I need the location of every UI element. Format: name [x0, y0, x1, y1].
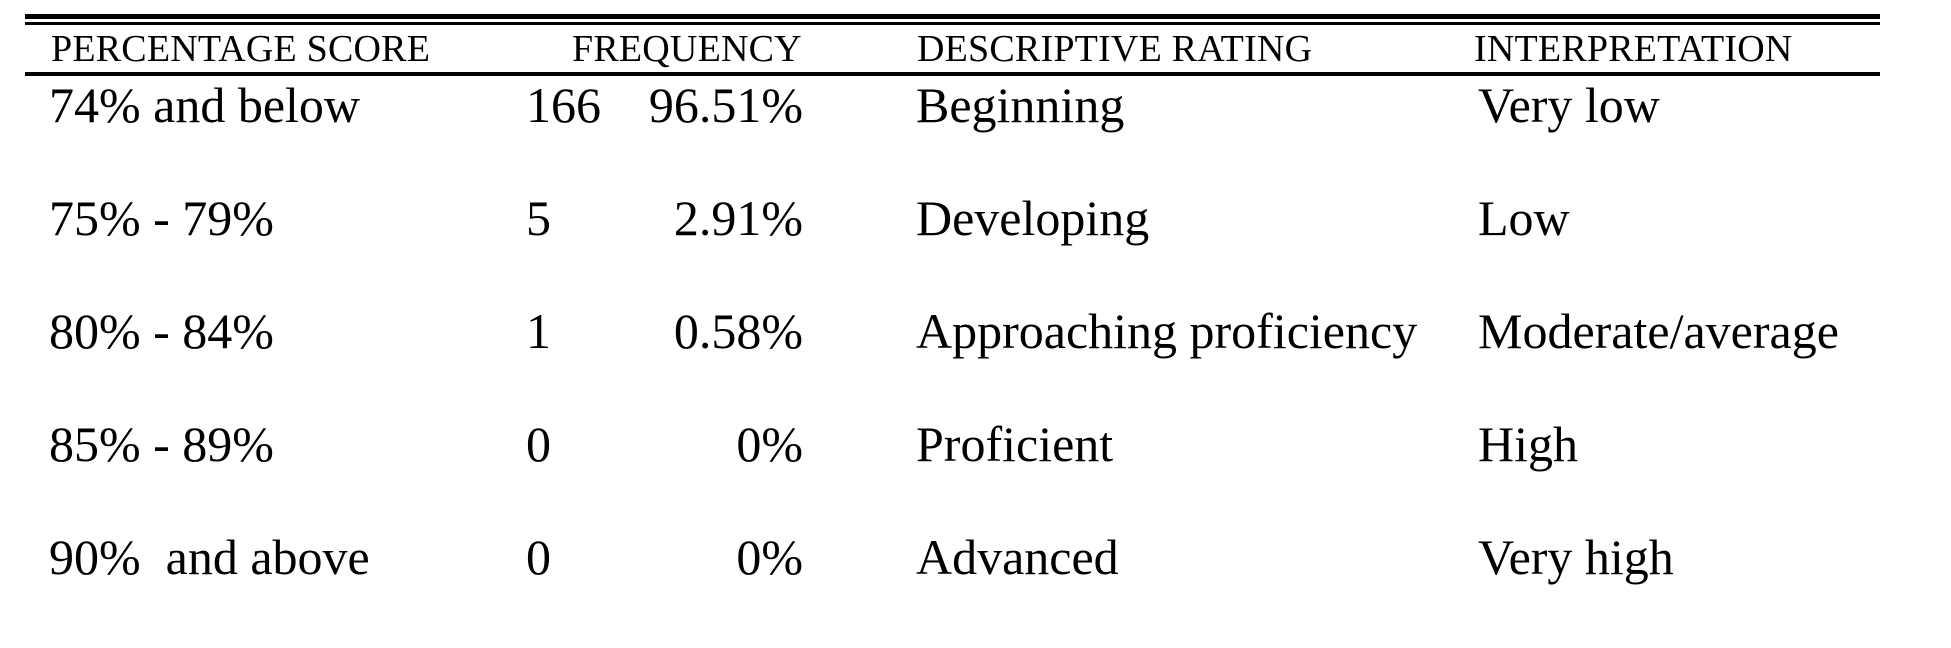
table-row: 80% - 84% 1 0.58% Approaching proficienc…: [25, 302, 1880, 415]
table-row: 75% - 79% 5 2.91% Developing Low: [25, 189, 1880, 302]
percentage-score-table: PERCENTAGE SCORE FREQUENCY DESCRIPTIVE R…: [25, 14, 1880, 641]
table-header-row: PERCENTAGE SCORE FREQUENCY DESCRIPTIVE R…: [25, 25, 1880, 72]
table-row: 74% and below 166 96.51% Beginning Very …: [25, 76, 1880, 189]
cell-frequency-percent: 0%: [736, 529, 803, 585]
cell-interpretation: Moderate/average: [1478, 303, 1839, 359]
cell-score: 90% and above: [49, 529, 370, 585]
cell-descriptive-rating: Proficient: [916, 416, 1114, 472]
cell-frequency-count: 166: [526, 77, 601, 133]
top-rule-thick: [25, 14, 1880, 19]
cell-descriptive-rating: Beginning: [916, 77, 1125, 133]
top-rule-thin: [25, 22, 1880, 25]
cell-frequency-percent: 0.58%: [673, 303, 803, 359]
header-frequency: FREQUENCY: [572, 27, 802, 70]
cell-interpretation: High: [1478, 416, 1578, 472]
cell-interpretation: Low: [1478, 190, 1570, 246]
table-body: 74% and below 166 96.51% Beginning Very …: [25, 76, 1880, 641]
cell-frequency-percent: 0%: [736, 416, 803, 472]
cell-interpretation: Very high: [1478, 529, 1674, 585]
cell-frequency-count: 5: [526, 190, 551, 246]
table-row: 90% and above 0 0% Advanced Very high: [25, 528, 1880, 641]
cell-interpretation: Very low: [1478, 77, 1660, 133]
cell-frequency-count: 0: [526, 529, 551, 585]
cell-frequency-percent: 96.51%: [648, 77, 803, 133]
table-row: 85% - 89% 0 0% Proficient High: [25, 415, 1880, 528]
cell-score: 85% - 89%: [49, 416, 274, 472]
cell-score: 74% and below: [49, 77, 361, 133]
header-percentage-score: PERCENTAGE SCORE: [51, 27, 431, 70]
header-underline: [25, 72, 1880, 76]
cell-descriptive-rating: Advanced: [916, 529, 1119, 585]
cell-descriptive-rating: Approaching proficiency: [916, 303, 1418, 359]
cell-score: 80% - 84%: [49, 303, 274, 359]
header-descriptive-rating: DESCRIPTIVE RATING: [917, 27, 1313, 70]
cell-descriptive-rating: Developing: [916, 190, 1150, 246]
cell-frequency-count: 1: [526, 303, 551, 359]
cell-frequency-count: 0: [526, 416, 551, 472]
cell-score: 75% - 79%: [49, 190, 274, 246]
cell-frequency-percent: 2.91%: [673, 190, 803, 246]
header-interpretation: INTERPRETATION: [1474, 27, 1793, 70]
